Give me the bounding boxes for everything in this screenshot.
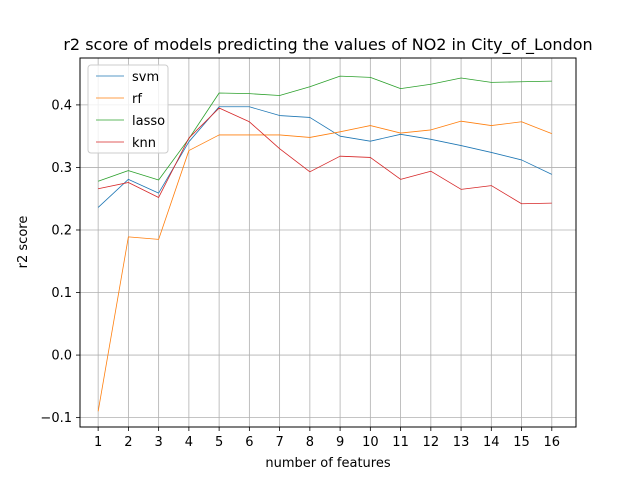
x-tick-label: 11	[392, 435, 409, 450]
legend-box	[87, 64, 169, 154]
plot-frame	[79, 57, 577, 428]
legend-label-svm: svm	[132, 70, 159, 85]
y-tick-label: 0.3	[51, 161, 72, 176]
legend-label-knn: knn	[132, 136, 156, 151]
x-tick-label: 13	[453, 435, 470, 450]
series-line-knn	[98, 107, 552, 205]
series-line-rf	[97, 120, 552, 412]
y-tick-label: 0.0	[51, 349, 72, 364]
y-tick-label: −0.1	[40, 411, 72, 426]
x-tick-label: 10	[362, 435, 379, 450]
x-tick-label: 14	[483, 435, 500, 450]
x-tick-label: 1	[94, 435, 102, 450]
x-tick-label: 4	[185, 435, 193, 450]
y-axis-label: r2 score	[16, 216, 31, 269]
y-tick-label: 0.2	[51, 223, 72, 238]
x-tick-label: 16	[544, 435, 561, 450]
legend-label-lasso: lasso	[132, 114, 165, 129]
series-lines	[97, 75, 552, 412]
x-tick-label: 2	[124, 435, 132, 450]
legend: svm rf lasso knn	[87, 64, 169, 154]
x-tick-label: 15	[513, 435, 530, 450]
x-tick-label: 7	[275, 435, 283, 450]
x-axis-ticks: 1 2 3 4 5 6 7 8 9 10 11 12 13 14 15 16	[94, 427, 560, 450]
legend-label-rf: rf	[132, 92, 142, 107]
x-tick-label: 12	[423, 435, 440, 450]
series-line-lasso	[98, 75, 552, 182]
y-tick-label: 0.1	[51, 286, 72, 301]
x-tick-label: 6	[245, 435, 253, 450]
x-tick-label: 3	[154, 435, 162, 450]
chart-title: r2 score of models predicting the values…	[63, 35, 592, 55]
x-tick-label: 5	[215, 435, 223, 450]
x-axis-label: number of features	[265, 456, 390, 471]
x-tick-label: 9	[336, 435, 344, 450]
y-tick-label: 0.4	[51, 98, 72, 113]
x-tick-label: 8	[306, 435, 314, 450]
y-axis-ticks: −0.1 0.0 0.1 0.2 0.3 0.4	[40, 98, 80, 426]
